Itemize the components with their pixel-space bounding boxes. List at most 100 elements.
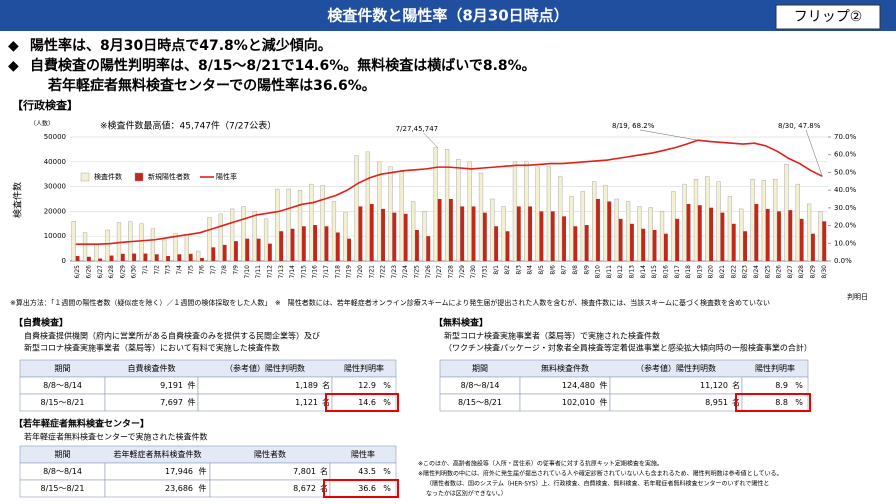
bar	[444, 149, 450, 262]
bar	[799, 218, 804, 261]
table-unit: 件	[199, 466, 207, 476]
x-tick-label: 6/27	[97, 265, 104, 279]
x-tick-label: 8/9	[583, 265, 590, 275]
bar	[200, 258, 204, 261]
y2-tick-label: 60.0%	[834, 151, 857, 159]
bar	[275, 188, 280, 262]
x-tick-label: 8/23	[742, 265, 749, 279]
table-unit: 件	[188, 380, 196, 390]
bar	[788, 210, 793, 261]
bar	[222, 244, 227, 261]
highlight-box	[735, 393, 811, 412]
table-cell-text: 17,946	[165, 467, 193, 476]
bar	[392, 212, 397, 261]
x-tick-label: 7/20	[357, 265, 364, 279]
y2-tick-label: 0.0%	[834, 257, 852, 265]
x-tick-label: 8/24	[753, 265, 760, 279]
page-title: 検査件数と陽性率（8月30日時点）	[327, 7, 568, 25]
bar	[528, 206, 533, 261]
table-unit: 件	[188, 397, 196, 407]
bar	[705, 176, 710, 262]
bar	[811, 233, 815, 261]
y2-tick-label: 20.0%	[834, 222, 857, 230]
x-tick-label: 6/30	[131, 265, 138, 279]
bar	[256, 238, 261, 261]
bar	[426, 236, 431, 261]
bar	[535, 166, 540, 262]
table-header-bg	[19, 445, 397, 464]
table-unit: %	[795, 398, 803, 407]
x-tick-label: 7/4	[176, 265, 183, 275]
table-cell-text: 43.5	[358, 467, 376, 476]
x-tick-label: 7/24	[402, 265, 409, 279]
bullet: 陽性率は、8月30日時点で47.8%と減少傾向。	[30, 37, 332, 54]
table-header: 陽性判明率	[344, 363, 384, 373]
bar	[784, 164, 789, 262]
bar	[324, 226, 329, 261]
x-tick-label: 8/30	[821, 265, 828, 279]
flip-label: フリップ②	[794, 9, 863, 25]
bar	[263, 218, 269, 262]
table-cell-text: 8/8～8/14	[43, 381, 82, 390]
x-tick-label: 8/13	[629, 265, 636, 279]
bar	[415, 230, 419, 261]
table-cell-text: 8/15～8/21	[41, 484, 85, 493]
annotation-leader	[639, 129, 698, 141]
table-desc: 自費検査提供機関（府内に営業所がある自費検査のみを提供する民間企業等）及び	[24, 331, 320, 341]
bar	[154, 254, 159, 261]
bar	[290, 228, 295, 261]
bar	[596, 199, 600, 261]
table-header-bg	[19, 359, 397, 378]
bar	[539, 211, 544, 261]
bullet: 自費検査の陽性判明率は、8/15～8/21で14.6%。無料検査は横ばいで8.8…	[30, 57, 536, 74]
bar	[150, 228, 156, 262]
table-header: （参考値）陽性判明数	[225, 363, 305, 373]
table-title: 【無料検査】	[434, 317, 488, 329]
table-header: 自費検査件数	[128, 363, 176, 373]
bar	[301, 226, 306, 261]
x-tick-label: 7/30	[470, 265, 477, 279]
y-tick-label: 0	[62, 257, 66, 265]
table-unit: %	[383, 467, 391, 476]
x-tick-label: 6/28	[108, 265, 115, 279]
bar	[727, 196, 733, 262]
y2-tick-label: 10.0%	[834, 239, 857, 247]
y-tick-label: 40000	[44, 158, 66, 166]
bar	[267, 243, 272, 261]
table-cell-text: 12.9	[358, 381, 376, 390]
table-cell-text: 1,189	[295, 381, 318, 390]
x-tick-label: 7/27	[436, 265, 443, 279]
table-header: 陽性者数	[254, 449, 286, 459]
x-tick-label: 7/21	[368, 265, 375, 279]
table-cell-text: 7,697	[160, 398, 183, 407]
x-tick-label: 7/3	[165, 265, 172, 275]
bar	[625, 201, 631, 262]
table-unit: 名	[320, 466, 328, 476]
bar	[630, 223, 634, 261]
bar	[449, 199, 453, 261]
table-cell-text: 9,191	[160, 381, 183, 390]
x-tick-label: 8/5	[538, 265, 545, 275]
bar	[739, 208, 744, 262]
bar	[437, 199, 442, 261]
bar	[320, 185, 325, 262]
table-header-bg	[439, 359, 809, 378]
x-tick-label: 8/15	[651, 265, 658, 279]
bar	[516, 206, 521, 261]
y-axis-title: 検査件数	[12, 182, 24, 218]
bullet-icon: ◆	[8, 38, 19, 54]
x-tick-label: 7/11	[255, 265, 262, 279]
bar	[648, 207, 653, 262]
bar	[558, 176, 563, 262]
bar	[241, 206, 246, 262]
x-tick-label: 7/25	[414, 265, 421, 279]
bar	[765, 208, 770, 261]
bar	[354, 155, 359, 262]
bar	[309, 183, 314, 262]
table-header: 陽性率	[351, 449, 375, 459]
bar	[196, 250, 201, 262]
bar	[173, 233, 178, 262]
bar	[754, 203, 759, 261]
x-tick-label: 7/28	[448, 265, 455, 279]
